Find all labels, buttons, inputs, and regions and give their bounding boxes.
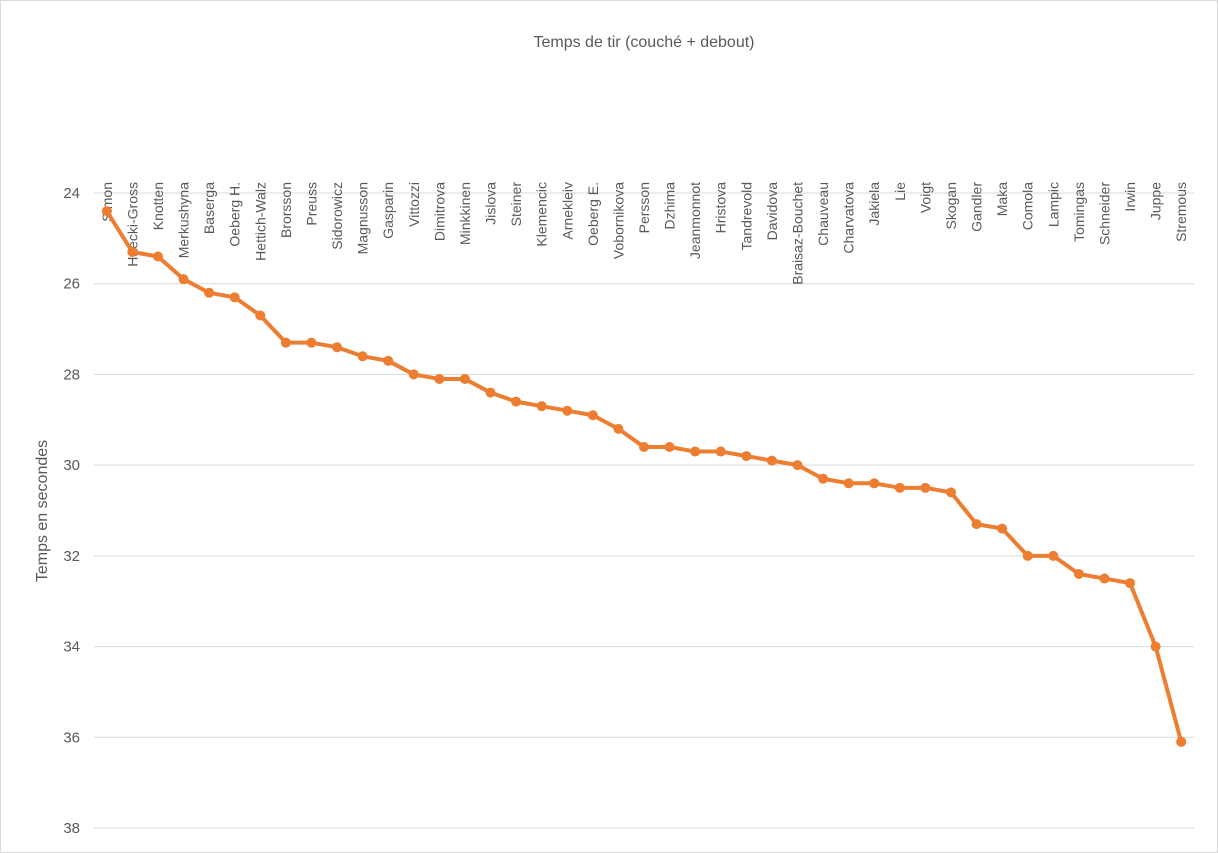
- data-point: [511, 396, 522, 407]
- data-point: [101, 206, 112, 217]
- x-tick-label: Brorsson: [278, 182, 294, 238]
- data-point: [894, 482, 905, 493]
- data-point: [843, 478, 854, 489]
- x-tick-label: Arnekleiv: [559, 182, 575, 240]
- y-tick-label: 26: [63, 276, 80, 293]
- x-tick-label: Hettich-Walz: [252, 182, 268, 261]
- chart-title: Temps de tir (couché + debout): [533, 34, 754, 51]
- x-tick-label: Stremous: [1173, 182, 1189, 242]
- x-tick-label: Juppe: [1148, 182, 1164, 220]
- data-point: [997, 523, 1008, 534]
- data-point: [332, 342, 343, 353]
- x-tick-label: Vittozzi: [406, 182, 422, 227]
- data-point: [1048, 550, 1059, 561]
- y-axis-label: Temps en secondes: [34, 440, 51, 582]
- data-point: [280, 337, 291, 348]
- data-point: [587, 410, 598, 421]
- x-tick-label: Jakiela: [866, 182, 882, 226]
- data-point: [152, 251, 163, 262]
- data-point: [1022, 550, 1033, 561]
- data-point: [562, 405, 573, 416]
- x-tick-label: Vobornikova: [610, 182, 626, 259]
- y-tick-label: 32: [63, 548, 80, 565]
- y-tick-label: 28: [63, 366, 80, 383]
- x-tick-label: Davidova: [764, 182, 780, 241]
- data-point: [357, 351, 368, 362]
- data-point: [229, 292, 240, 303]
- data-point: [306, 337, 317, 348]
- x-tick-label: Jeanmonnot: [687, 182, 703, 259]
- x-tick-label: Lie: [892, 182, 908, 201]
- data-point: [383, 355, 394, 366]
- x-tick-label: Hristova: [713, 182, 729, 234]
- x-tick-label: Irwin: [1122, 182, 1138, 212]
- y-tick-label: 38: [63, 820, 80, 837]
- data-point: [818, 473, 829, 484]
- data-point: [485, 387, 496, 398]
- y-tick-label: 36: [63, 729, 80, 746]
- x-tick-label: Minkkinen: [457, 182, 473, 245]
- data-point: [664, 442, 675, 452]
- data-point: [178, 274, 189, 285]
- data-point: [1176, 736, 1187, 747]
- x-tick-label: Lampic: [1045, 182, 1061, 227]
- data-point: [639, 442, 649, 452]
- data-point: [204, 287, 215, 298]
- data-point: [255, 310, 266, 321]
- data-point: [869, 478, 880, 489]
- data-point: [971, 519, 982, 530]
- x-tick-label: Dimitrova: [431, 182, 447, 241]
- x-tick-label: Klemencic: [534, 182, 550, 247]
- x-tick-label: Steiner: [508, 182, 524, 227]
- data-point: [408, 369, 419, 380]
- data-point: [434, 373, 445, 384]
- x-tick-label: Maka: [994, 182, 1010, 216]
- data-point: [1125, 578, 1136, 589]
- x-tick-label: Baserga: [201, 182, 217, 234]
- y-tick-label: 30: [63, 457, 80, 474]
- data-point: [127, 246, 138, 257]
- data-point: [741, 451, 752, 462]
- x-tick-label: Skogan: [943, 182, 959, 229]
- x-tick-label: Preuss: [303, 182, 319, 226]
- x-tick-label: Gasparin: [380, 182, 396, 239]
- x-tick-label: Magnusson: [355, 182, 371, 254]
- data-point: [920, 482, 931, 493]
- x-tick-label: Gandler: [969, 182, 985, 232]
- data-point: [945, 487, 956, 498]
- x-tick-label: Charvatova: [841, 182, 857, 254]
- x-tick-label: Tomingas: [1071, 182, 1087, 242]
- data-point: [792, 460, 803, 471]
- y-tick-label: 24: [63, 185, 80, 202]
- x-tick-label: Tandrevold: [738, 182, 754, 251]
- x-tick-label: Oeberg E.: [585, 182, 601, 246]
- data-point: [715, 446, 726, 457]
- y-tick-label: 34: [63, 639, 80, 656]
- x-tick-label: Dzhima: [662, 182, 678, 230]
- x-tick-label: Oeberg H.: [227, 182, 243, 247]
- x-tick-label: Voigt: [917, 182, 933, 213]
- data-point: [690, 446, 701, 457]
- x-tick-label: Jislova: [483, 182, 499, 225]
- data-point: [1073, 569, 1084, 579]
- x-tick-label: Sidorowicz: [329, 182, 345, 250]
- x-tick-label: Knotten: [150, 182, 166, 230]
- x-tick-label: Comola: [1020, 182, 1036, 230]
- data-point: [459, 373, 470, 384]
- x-tick-label: Merkushyna: [176, 182, 192, 258]
- data-point: [1099, 573, 1110, 584]
- x-tick-label: Braisaz-Bouchet: [789, 182, 805, 285]
- data-point: [536, 401, 547, 412]
- x-tick-label: Persson: [636, 182, 652, 233]
- data-point: [766, 455, 777, 466]
- x-tick-label: Schneider: [1096, 182, 1112, 245]
- data-point: [1150, 641, 1161, 652]
- x-tick-label: Chauveau: [815, 182, 831, 246]
- data-point: [613, 423, 624, 434]
